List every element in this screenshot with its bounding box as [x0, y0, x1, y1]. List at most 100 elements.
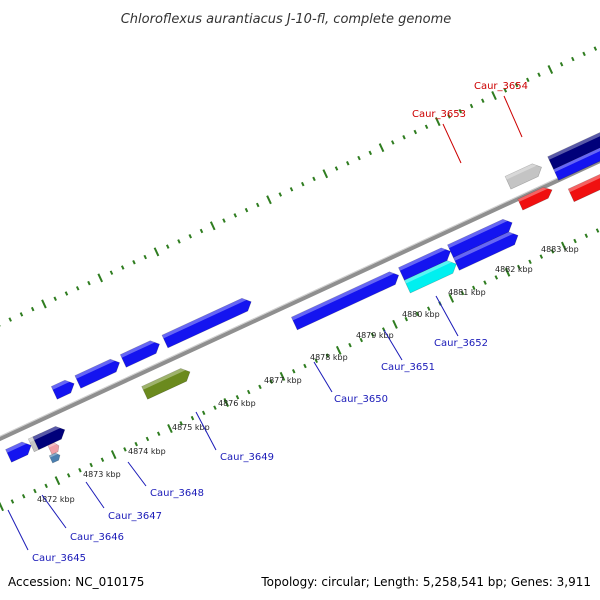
outer-tick-12 — [8, 317, 12, 322]
outer-tick-61 — [559, 62, 564, 67]
accession-text: Accession: NC_010175 — [8, 575, 144, 589]
inner-tick-40 — [392, 319, 398, 329]
outer-tick-43 — [357, 155, 361, 161]
map-title: Chloroflexus aurantiacus J-10-fl, comple… — [121, 12, 452, 27]
inner-tick-9 — [44, 483, 48, 489]
outer-tick-29 — [199, 228, 204, 234]
inner-tick-50 — [504, 267, 511, 277]
gene-arrow-14 — [453, 231, 519, 271]
outer-tick-44 — [368, 150, 373, 156]
gene-shine-3 — [49, 453, 58, 458]
outer-tick-27 — [177, 239, 181, 244]
gene-shine-5 — [51, 380, 70, 390]
gene-shine-8 — [141, 368, 186, 390]
inner-tick-23 — [201, 410, 206, 416]
gene-label-caur_3652: Caur_3652 — [434, 295, 488, 349]
gene-arrow-15 — [504, 163, 542, 190]
position-label-4876: 4876 kbp — [218, 399, 256, 408]
outer-tick-26 — [165, 244, 170, 249]
inner-tick-6 — [10, 499, 15, 504]
outer-tick-45 — [378, 143, 385, 153]
position-labels: 4872 kbp 4873 kbp 4874 kbp 4875 kbp 4876 kbp… — [37, 245, 579, 504]
leader-line — [195, 411, 217, 451]
inner-tick-20 — [167, 424, 173, 434]
gene-label-text: Caur_3648 — [150, 488, 204, 499]
inner-tick-24 — [213, 405, 217, 410]
gene-label-caur_3651: Caur_3651 — [381, 329, 435, 373]
outer-tick-51 — [447, 114, 451, 119]
gene-feature-5 — [50, 379, 75, 400]
outer-tick-48 — [413, 129, 418, 135]
outer-tick-56 — [503, 88, 508, 93]
gene-shine-16 — [517, 187, 548, 202]
outer-tick-63 — [582, 51, 586, 57]
gene-feature-7 — [119, 340, 160, 368]
outer-tick-21 — [109, 270, 114, 275]
outer-tick-23 — [132, 260, 136, 265]
leader-line — [127, 461, 147, 487]
gene-arrow-11 — [398, 247, 451, 281]
gene-label-text: Caur_3652 — [434, 338, 488, 349]
outer-tick-41 — [334, 166, 339, 171]
outer-tick-62 — [571, 56, 575, 62]
gene-feature-10 — [291, 271, 400, 331]
position-label-4881: 4881 kbp — [448, 288, 486, 297]
inner-tick-19 — [156, 431, 161, 436]
inner-tick-41 — [404, 316, 409, 322]
outer-tick-31 — [222, 218, 226, 223]
gene-label-text: Caur_3654 — [474, 81, 528, 92]
outer-tick-38 — [301, 181, 305, 187]
gene-feature-6 — [74, 358, 120, 389]
gene-arrow-10 — [291, 271, 400, 331]
gene-arrow-18 — [553, 147, 600, 181]
outer-tick-46 — [391, 140, 395, 145]
inner-tick-30 — [279, 371, 286, 381]
gene-label-caur_3654: Caur_3654 — [474, 81, 528, 138]
inner-tick-21 — [179, 421, 183, 426]
inner-tick-18 — [145, 436, 150, 442]
inner-tick-8 — [33, 488, 37, 494]
inner-tick-11 — [66, 473, 71, 478]
gene-feature-18 — [553, 147, 600, 181]
outer-tick-22 — [120, 265, 125, 270]
position-label-4872: 4872 kbp — [37, 495, 75, 504]
gene-label-text: Caur_3646 — [70, 532, 124, 543]
gene-label-text: Caur_3653 — [412, 109, 466, 120]
gene-arrow-16 — [517, 187, 553, 211]
outer-tick-57 — [514, 82, 519, 88]
inner-tick-45 — [448, 293, 455, 303]
feature-track — [5, 132, 600, 464]
gene-arrow-12 — [404, 260, 457, 294]
outer-tick-50 — [434, 117, 441, 127]
gene-shine-14 — [453, 232, 514, 261]
outer-tick-42 — [346, 161, 350, 166]
outer-tick-14 — [30, 306, 35, 312]
outer-tick-55 — [491, 91, 497, 101]
gene-feature-16 — [517, 187, 553, 211]
gene-shine-4 — [32, 426, 61, 441]
outer-tick-37 — [289, 187, 294, 192]
gene-feature-14 — [453, 231, 519, 271]
position-label-4882: 4882 kbp — [495, 265, 533, 274]
genome-backbone — [0, 157, 600, 442]
gene-arrow-17 — [547, 132, 600, 170]
position-label-4878: 4878 kbp — [310, 353, 348, 362]
inner-tick-52 — [528, 259, 532, 265]
gene-shine-17 — [547, 132, 600, 160]
inner-tick-25 — [223, 397, 230, 407]
gene-feature-9 — [161, 297, 252, 349]
inner-tick-28 — [258, 384, 262, 390]
inner-tick-47 — [472, 285, 476, 291]
outer-tick-18 — [75, 286, 80, 291]
position-label-4879: 4879 kbp — [356, 331, 394, 340]
gene-feature-13 — [447, 218, 513, 258]
inner-tick-track — [0, 228, 600, 512]
gene-feature-3 — [48, 452, 61, 464]
outer-tick-58 — [526, 77, 530, 83]
outer-tick-47 — [402, 134, 406, 140]
gene-labels: Caur_3645 Caur_3646 Caur_3647 Caur_3648 Caur… — [7, 81, 528, 564]
outer-tick-34 — [256, 202, 260, 208]
outer-tick-track — [0, 46, 598, 327]
gene-feature-8 — [141, 368, 191, 400]
